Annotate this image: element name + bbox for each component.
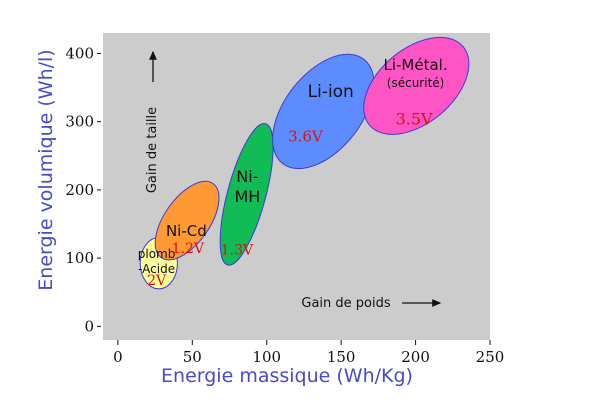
x-tick-label-0: 0 [113, 348, 123, 366]
x-tick-label-1: 50 [183, 348, 202, 366]
voltage-li-ion: 3.6V [288, 128, 324, 146]
label-plomb-acide-line-1: -Acide [138, 262, 175, 276]
voltage-plomb-acide: 2V [147, 273, 167, 289]
label-ni-mh-line-0: Ni- [236, 167, 258, 186]
y-axis: 0 100 200 300 400 [65, 44, 101, 335]
voltage-li-m-tal: 3.5V [396, 110, 433, 129]
label-ni-mh-line-1: MH [234, 187, 260, 206]
y-tick-label-3: 300 [65, 113, 94, 131]
label-ni-cd-line-0: Ni-Cd [166, 222, 207, 240]
bubble-li-m-tal [363, 36, 470, 135]
voltage-ni-mh: 1.3V [221, 242, 254, 258]
x-axis: 0 50 100 150 200 250 [113, 340, 504, 366]
voltage-ni-cd: 1.2V [172, 241, 205, 257]
label-li-ion-line-0: Li-ion [308, 82, 354, 102]
bubble-li-ion [272, 53, 375, 170]
label-li-m-tal-line-0: Li-Métal. [384, 56, 448, 74]
label-li-m-tal-line-1: (sécurité) [387, 76, 445, 90]
y-tick-label-2: 200 [65, 181, 94, 199]
x-axis-title: Energie massique (Wh/Kg) [161, 365, 413, 387]
technology-bubbles [139, 36, 470, 290]
y-tick-label-1: 100 [65, 249, 94, 267]
label-plomb-acide-line-0: plomb [138, 247, 176, 261]
x-tick-label-4: 200 [401, 348, 430, 366]
y-tick-label-4: 400 [65, 44, 94, 62]
x-tick-label-2: 100 [252, 348, 281, 366]
bubble-ni-mh [219, 123, 274, 266]
y-axis-title: Energie volumique (Wh/l) [35, 49, 57, 290]
bubble-ni-cd [154, 180, 220, 261]
weight-gain-annotation: Gain de poids [301, 296, 390, 311]
size-gain-annotation: Gain de taille [145, 107, 160, 193]
y-tick-label-0: 0 [84, 317, 94, 335]
x-tick-label-5: 250 [476, 348, 505, 366]
x-tick-label-3: 150 [327, 348, 356, 366]
